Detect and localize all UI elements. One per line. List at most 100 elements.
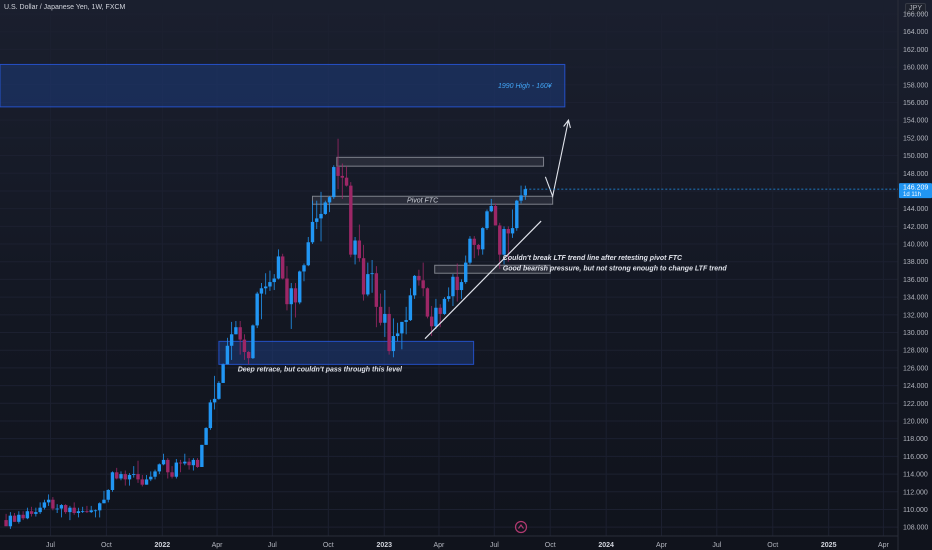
candle-body: [119, 474, 123, 479]
candle-body: [357, 240, 362, 259]
candle-body: [166, 459, 170, 473]
y-tick-label: 128.000: [903, 348, 928, 355]
candle: [515, 199, 519, 231]
candle: [455, 263, 459, 302]
candle-body: [76, 511, 81, 513]
y-tick-label: 132.000: [903, 312, 928, 319]
projection-path: [544, 120, 570, 199]
candle-body: [281, 256, 285, 279]
candle: [144, 474, 149, 485]
annotation-text: Couldn't break LTF trend line after rete…: [503, 255, 683, 262]
candle: [315, 200, 319, 229]
candle: [153, 469, 157, 480]
price-badge-value: 146.209: [903, 185, 928, 192]
y-tick-label: 138.000: [903, 259, 928, 266]
candle: [183, 453, 187, 466]
candle-body: [200, 444, 204, 467]
candle-body: [225, 345, 230, 365]
y-tick-label: 158.000: [903, 82, 928, 89]
candle: [98, 502, 102, 518]
x-tick-label: Apr: [656, 542, 668, 549]
candle-body: [455, 276, 459, 291]
candle: [136, 460, 140, 483]
candle-body: [349, 185, 353, 255]
logo-circle: [514, 520, 528, 534]
x-tick-label: Oct: [767, 542, 778, 549]
x-tick-label: 2025: [821, 542, 837, 549]
candle: [4, 513, 8, 527]
candle-body: [42, 502, 47, 508]
y-tick-label: 148.000: [903, 171, 928, 178]
candle-body: [268, 282, 272, 287]
currency-badge[interactable]: JPY: [905, 3, 926, 14]
candle-body: [315, 218, 319, 222]
candle: [200, 444, 204, 467]
candle-body: [29, 511, 34, 514]
candle: [12, 512, 17, 522]
candle: [366, 262, 370, 297]
zone-1990-high: [0, 63, 566, 108]
candle-body: [115, 472, 119, 479]
candle: [46, 494, 51, 506]
y-tick-label: 164.000: [903, 29, 928, 36]
candle-body: [204, 428, 208, 445]
candle: [442, 297, 447, 315]
candle: [404, 306, 408, 335]
candle: [89, 505, 93, 513]
candle-body: [102, 499, 106, 504]
candle: [319, 191, 323, 242]
candle: [361, 244, 366, 301]
candle-body: [217, 382, 221, 399]
candle: [349, 182, 353, 258]
y-tick-label: 116.000: [903, 454, 928, 461]
candle: [523, 185, 528, 200]
candle-body: [370, 273, 374, 275]
candle-body: [429, 316, 434, 327]
candle-body: [323, 202, 327, 214]
candle: [29, 506, 34, 517]
candle-body: [263, 286, 268, 289]
candle: [204, 427, 208, 445]
candle-body: [387, 313, 391, 352]
candle-body: [332, 167, 336, 198]
candle: [459, 279, 464, 299]
candle-body: [395, 333, 400, 337]
candle-body: [132, 474, 136, 475]
candle: [276, 249, 281, 280]
candle-body: [246, 351, 251, 359]
candle: [395, 322, 400, 342]
candle: [285, 266, 289, 311]
candle-body: [153, 471, 157, 477]
candle: [268, 270, 272, 291]
candle: [166, 458, 170, 479]
candle-body: [327, 197, 332, 203]
candle-body: [464, 262, 468, 283]
projection-arrowhead: [563, 118, 571, 129]
zone-1990-high-label: 1990 High - 160¥: [498, 83, 553, 90]
price-badge-countdown: 1d 11h: [903, 192, 921, 198]
candle-body: [212, 398, 217, 403]
candle: [259, 282, 264, 320]
candle: [306, 236, 310, 267]
candle: [178, 459, 183, 473]
candle: [417, 269, 421, 286]
y-tick-label: 130.000: [903, 330, 928, 337]
candle-body: [4, 520, 8, 527]
x-tick-label: Jul: [490, 542, 499, 549]
candle: [464, 255, 468, 284]
candle: [102, 490, 106, 504]
x-tick-label: Oct: [545, 542, 556, 549]
candle-body: [446, 296, 451, 299]
candle: [408, 288, 413, 322]
y-tick-label: 110.000: [903, 507, 928, 514]
candle: [59, 504, 64, 518]
candle-body: [340, 175, 344, 178]
candle-body: [21, 514, 25, 519]
candle: [174, 459, 179, 479]
candle-body: [502, 228, 506, 255]
candle: [434, 298, 438, 329]
candle-body: [353, 240, 357, 255]
candle: [446, 287, 451, 302]
